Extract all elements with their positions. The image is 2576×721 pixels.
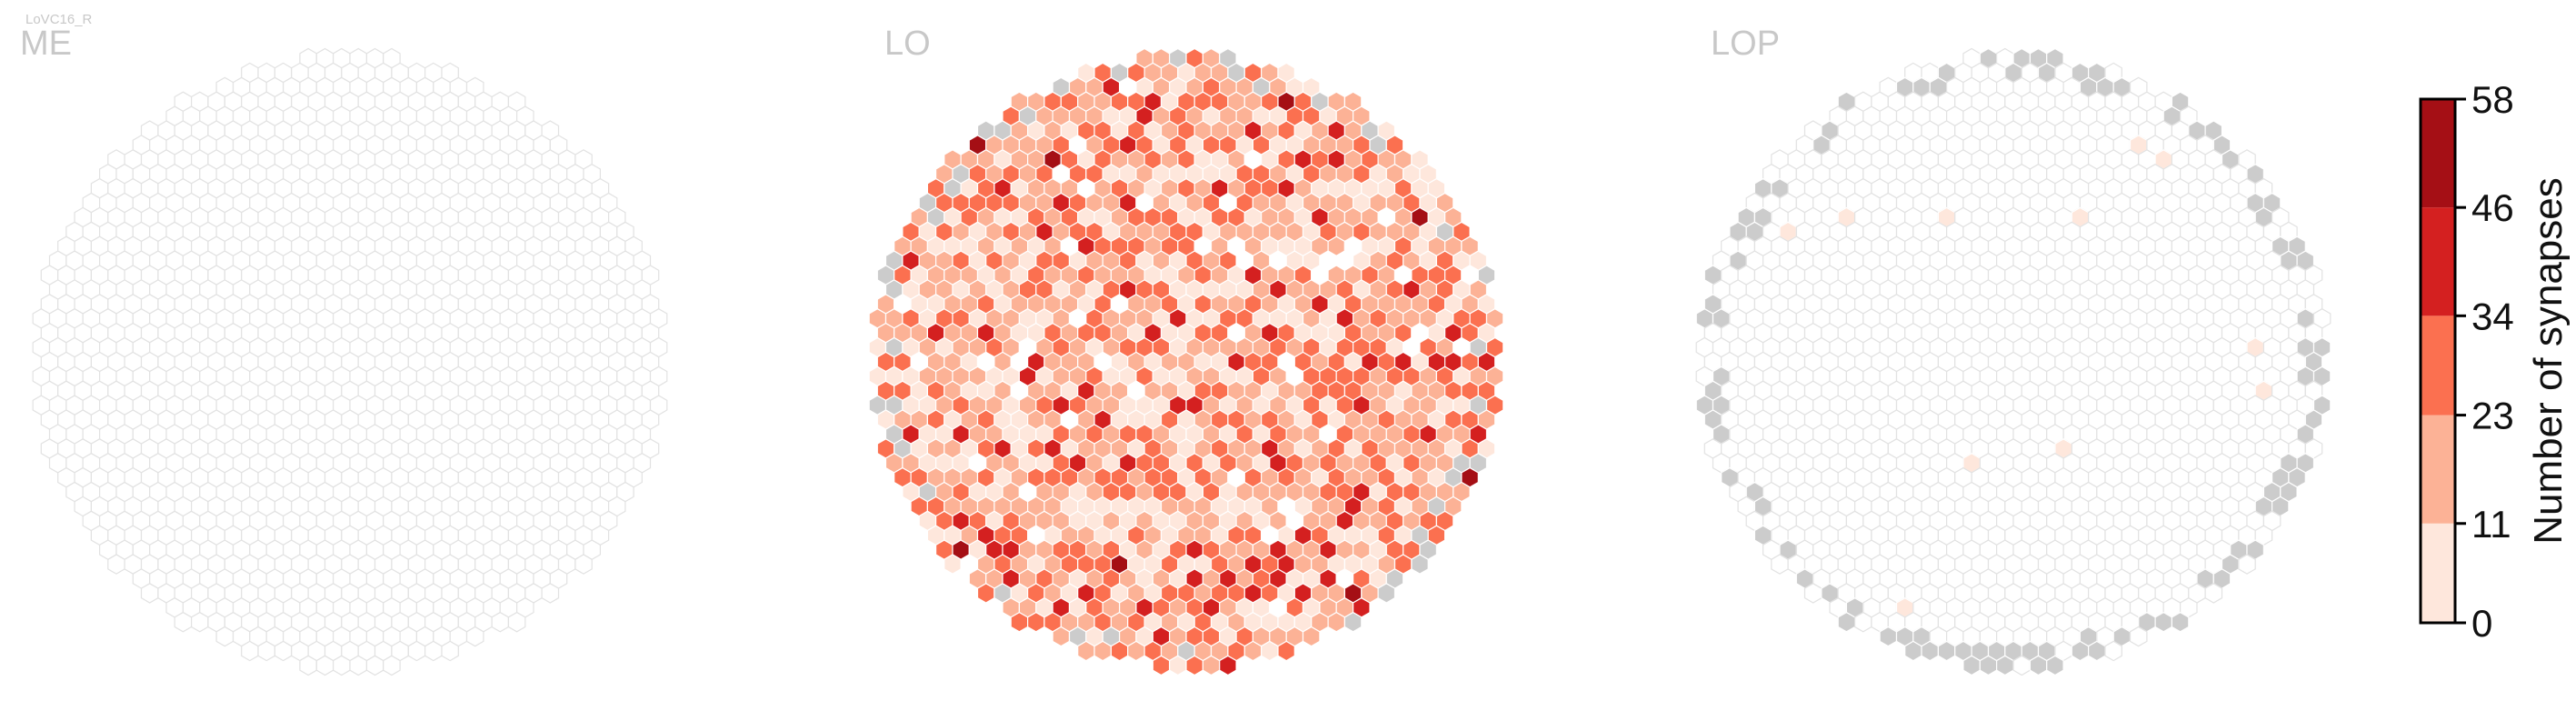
hex-column: [1169, 655, 1187, 676]
hex-column: [2071, 640, 2090, 662]
hex-column: [491, 611, 509, 633]
hex-column: [1077, 640, 1095, 662]
hex-column: [2204, 583, 2223, 604]
hex-column: [465, 626, 484, 647]
colorbar-bin: [2421, 415, 2455, 524]
panel-lop: LOP: [1695, 25, 2331, 676]
hex-column: [1837, 611, 1856, 633]
hex-grid-me: [32, 47, 668, 676]
hex-column: [1277, 640, 1295, 662]
colorbar: 0 11 23 34 46 58 Number of synapses: [2419, 78, 2571, 645]
hex-column: [507, 611, 526, 633]
hex-column: [574, 554, 593, 575]
hex-column: [1093, 640, 1112, 662]
hex-column: [1027, 611, 1045, 633]
panel-me: ME: [20, 25, 668, 676]
hex-column: [365, 655, 384, 676]
hex-grid-lo: [868, 47, 1504, 676]
hex-column: [383, 655, 401, 676]
hex-column: [441, 640, 459, 662]
hex-grid-lop: [1695, 47, 2331, 676]
hex-column: [2171, 611, 2190, 633]
hex-column: [1937, 640, 1956, 662]
colorbar-bin: [2421, 315, 2455, 416]
hex-column: [1979, 655, 1998, 676]
hex-column: [2104, 640, 2122, 662]
hex-column: [541, 583, 560, 604]
hex-column: [333, 655, 351, 676]
hex-column: [274, 640, 293, 662]
colorbar-bin: [2421, 207, 2455, 316]
hex-column: [1921, 640, 1939, 662]
hex-column: [1302, 626, 1321, 647]
hex-column: [2154, 611, 2172, 633]
colorbar-tick-label: 34: [2471, 295, 2514, 337]
colorbar-bin: [2421, 523, 2455, 623]
hex-column: [976, 583, 995, 604]
hex-column: [1879, 626, 1898, 647]
hex-column: [1052, 626, 1071, 647]
panel-lo: LO: [868, 25, 1504, 676]
colorbar-tick-label: 11: [2471, 503, 2511, 546]
hex-column: [1219, 655, 1237, 676]
panel-title-me: ME: [20, 25, 72, 63]
hex-column: [1202, 655, 1221, 676]
figure-tag: LoVC16_R: [25, 12, 93, 27]
hex-column: [257, 640, 275, 662]
hex-column: [2046, 655, 2064, 676]
hex-column: [1152, 655, 1171, 676]
hex-column: [1261, 640, 1279, 662]
hex-column: [424, 640, 443, 662]
colorbar-ticks: 0 11 23 34 46 58: [2455, 78, 2514, 645]
hex-column: [1904, 640, 1922, 662]
hex-column: [1010, 611, 1029, 633]
hex-column: [1962, 655, 1981, 676]
hex-column: [174, 611, 193, 633]
colorbar-tick-label: 58: [2471, 78, 2514, 121]
hex-column: [2238, 554, 2256, 575]
hex-column: [1110, 640, 1129, 662]
colorbar-label: Number of synapses: [2526, 177, 2571, 545]
hex-column: [140, 583, 159, 604]
hex-column: [1377, 583, 1396, 604]
hex-column: [2012, 655, 2031, 676]
hex-column: [241, 640, 259, 662]
panel-title-lop: LOP: [1711, 25, 1780, 63]
hex-column: [191, 611, 209, 633]
hex-column: [215, 626, 235, 647]
hex-column: [1135, 655, 1153, 676]
colorbar-tick-label: 46: [2471, 186, 2514, 229]
hex-column: [1343, 611, 1363, 633]
colorbar-bin: [2421, 99, 2455, 208]
hex-column: [299, 655, 317, 676]
hex-column: [407, 640, 426, 662]
hex-column: [1854, 611, 1872, 633]
hex-column: [1411, 554, 1429, 575]
colorbar-bins: [2421, 99, 2455, 623]
hex-column: [107, 554, 125, 575]
hex-column: [2088, 640, 2106, 662]
hex-column: [2029, 655, 2048, 676]
hex-column: [1185, 655, 1203, 676]
hex-column: [1243, 640, 1263, 662]
hex-column: [2129, 626, 2148, 647]
hex-column: [315, 655, 334, 676]
hex-column: [1771, 554, 1789, 575]
colorbar-tick-label: 0: [2471, 602, 2492, 645]
hex-column: [944, 554, 962, 575]
hex-column: [1327, 611, 1345, 633]
hex-column: [1996, 655, 2014, 676]
colorbar-tick-label: 23: [2471, 395, 2514, 437]
hex-column: [349, 655, 367, 676]
hex-column: [1803, 583, 1822, 604]
panel-title-lo: LO: [884, 25, 931, 63]
